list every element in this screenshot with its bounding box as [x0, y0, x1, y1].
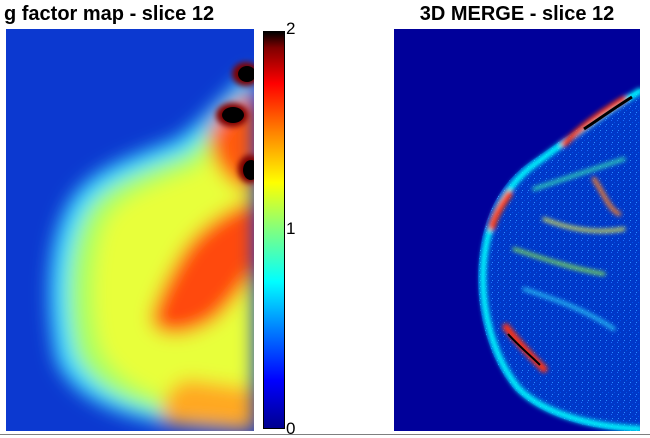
colorbar-tick-max: 2: [286, 19, 296, 38]
colorbar-tick-min: 0: [286, 419, 296, 438]
3d-merge-image: [394, 29, 640, 431]
g-factor-map-image: [6, 29, 254, 431]
left-panel-title: g factor map - slice 12: [4, 3, 215, 25]
colorbar: [263, 31, 285, 429]
right-panel-title: 3D MERGE - slice 12: [419, 3, 615, 25]
bottom-divider: [0, 434, 650, 435]
colorbar-tick-mid: 1: [286, 219, 296, 238]
